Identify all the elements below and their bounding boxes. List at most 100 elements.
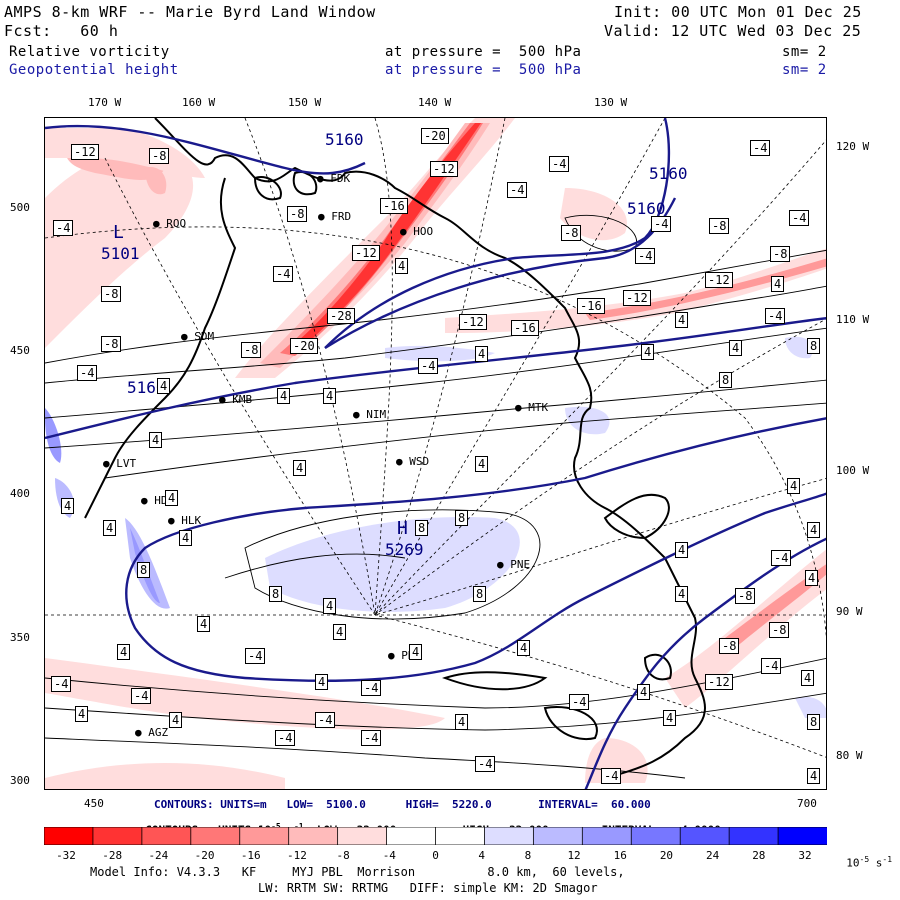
height-label: 5160 [127, 378, 166, 397]
colorbar-swatch [386, 827, 437, 845]
colorbar-tick-label: -12 [287, 849, 307, 862]
contour-label: 4 [517, 640, 531, 656]
colorbar-tick-label: -8 [336, 849, 350, 862]
contour-label: 8 [807, 338, 821, 354]
contour-label: 4 [395, 258, 409, 274]
contour-label: -8 [101, 286, 122, 302]
contour-label: -12 [623, 290, 651, 306]
colorbar-tick-label: 8 [524, 849, 532, 862]
station-hdg: ● HDG [141, 494, 174, 507]
contour-label: -8 [561, 225, 582, 241]
colorbar-swatch [44, 827, 94, 845]
lon-label-90w: 90 W [836, 605, 863, 618]
contour-label: -4 [601, 768, 622, 784]
contour-label: -4 [475, 756, 496, 772]
coastline [84, 118, 706, 779]
lon-label-120w: 120 W [836, 140, 870, 153]
colorbar-tick-label: 24 [706, 849, 720, 862]
contour-label: 4 [805, 570, 819, 586]
lon-label-140w: 140 W [418, 96, 452, 109]
contour-label: -4 [273, 266, 294, 282]
field2-name: Geopotential height [9, 62, 179, 78]
contour-label: 4 [675, 542, 689, 558]
contour-label: 4 [729, 340, 743, 356]
station-fdk: ● FDK [317, 172, 351, 185]
contour-label: -4 [77, 365, 98, 381]
station-pne: ● PNE [497, 558, 531, 571]
contour-label: -12 [459, 314, 487, 330]
high-center-letter: H [397, 518, 408, 539]
contour-label: -16 [511, 320, 539, 336]
colorbar-tick-label: 32 [798, 849, 812, 862]
colorbar-tick-label: 0 [432, 849, 439, 862]
forecast-hour: Fcst: 60 h [4, 22, 119, 40]
contour-label: -8 [101, 336, 122, 352]
colorbar-swatch [435, 827, 486, 845]
colorbar-tick-label: -32 [56, 849, 76, 862]
station-kmb: ● KMB [219, 393, 253, 406]
colorbar-tick-label: 4 [478, 849, 485, 862]
lon-label-170w: 170 W [88, 96, 122, 109]
contour-label: -12 [430, 161, 458, 177]
colorbar-tick-label: 16 [613, 849, 627, 862]
grid-label-y-350: 350 [10, 631, 30, 644]
station-hlk: ● HLK [168, 514, 202, 527]
lon-label-150w: 150 W [288, 96, 322, 109]
colorbar-units: 10-5 s-1 [846, 855, 893, 870]
colorbar-swatch [484, 827, 535, 845]
height-contour-info: CONTOURS: UNITS=m LOW= 5100.0 HIGH= 5220… [154, 798, 651, 811]
contour-label: 4 [169, 712, 183, 728]
contour-label: -8 [241, 342, 262, 358]
contour-label: 4 [61, 498, 75, 514]
contour-label: -4 [635, 248, 656, 264]
contour-label: 4 [165, 490, 179, 506]
contour-label: 4 [641, 344, 655, 360]
contour-label: 4 [323, 598, 337, 614]
contour-label: -4 [761, 658, 782, 674]
colorbar-tick-label: -20 [194, 849, 215, 862]
vorticity-colorbar [44, 827, 827, 845]
contour-label: -4 [549, 156, 570, 172]
field1-name: Relative vorticity [9, 44, 170, 60]
colorbar-swatch [141, 827, 192, 845]
forecast-map: ● FDK ● FRD ● HOO ● ROO ● SDM ● KMB ● NI… [44, 117, 827, 790]
contour-label: 8 [719, 372, 733, 388]
contour-label: -4 [245, 648, 266, 664]
station-nim: ● NIM [353, 408, 387, 421]
contour-label: 4 [103, 520, 117, 536]
contour-label: -8 [149, 148, 170, 164]
colorbar-swatch [630, 827, 682, 845]
contour-label: -8 [287, 206, 308, 222]
contour-label: 8 [137, 562, 151, 578]
contour-label: 4 [117, 644, 131, 660]
lon-label-80w: 80 W [836, 749, 863, 762]
contour-label: -8 [709, 218, 730, 234]
colorbar-tick-label: 28 [752, 849, 766, 862]
contour-label: -4 [750, 140, 771, 156]
contour-label: 4 [771, 276, 785, 292]
contour-label: 4 [675, 586, 689, 602]
contour-label: -8 [719, 638, 740, 654]
contour-label: 4 [179, 530, 193, 546]
contour-label: -4 [131, 688, 152, 704]
station-agz: ● AGZ [135, 726, 169, 739]
product-title: AMPS 8-km WRF -- Marie Byrd Land Window [4, 3, 376, 21]
valid-time: Valid: 12 UTC Wed 03 Dec 25 [604, 22, 862, 40]
colorbar-swatch [337, 827, 388, 845]
contour-label: -16 [380, 198, 408, 214]
contour-label: -12 [705, 674, 733, 690]
contour-label: 4 [293, 460, 307, 476]
contour-label: -4 [315, 712, 336, 728]
colorbar-tick-label: -4 [382, 849, 396, 862]
contour-label: 4 [409, 644, 423, 660]
colorbar-swatch [581, 827, 633, 845]
colorbar-swatch [728, 827, 779, 845]
contour-label: -4 [569, 694, 590, 710]
colorbar-swatch [679, 827, 731, 845]
model-info-line1: Model Info: V4.3.3 KF MYJ PBL Morrison 8… [90, 865, 625, 879]
grid-label-y-400: 400 [10, 487, 30, 500]
lon-label-100w: 100 W [836, 464, 870, 477]
contour-label: 8 [455, 510, 469, 526]
contour-label: -28 [327, 308, 355, 324]
contour-label: -4 [789, 210, 810, 226]
